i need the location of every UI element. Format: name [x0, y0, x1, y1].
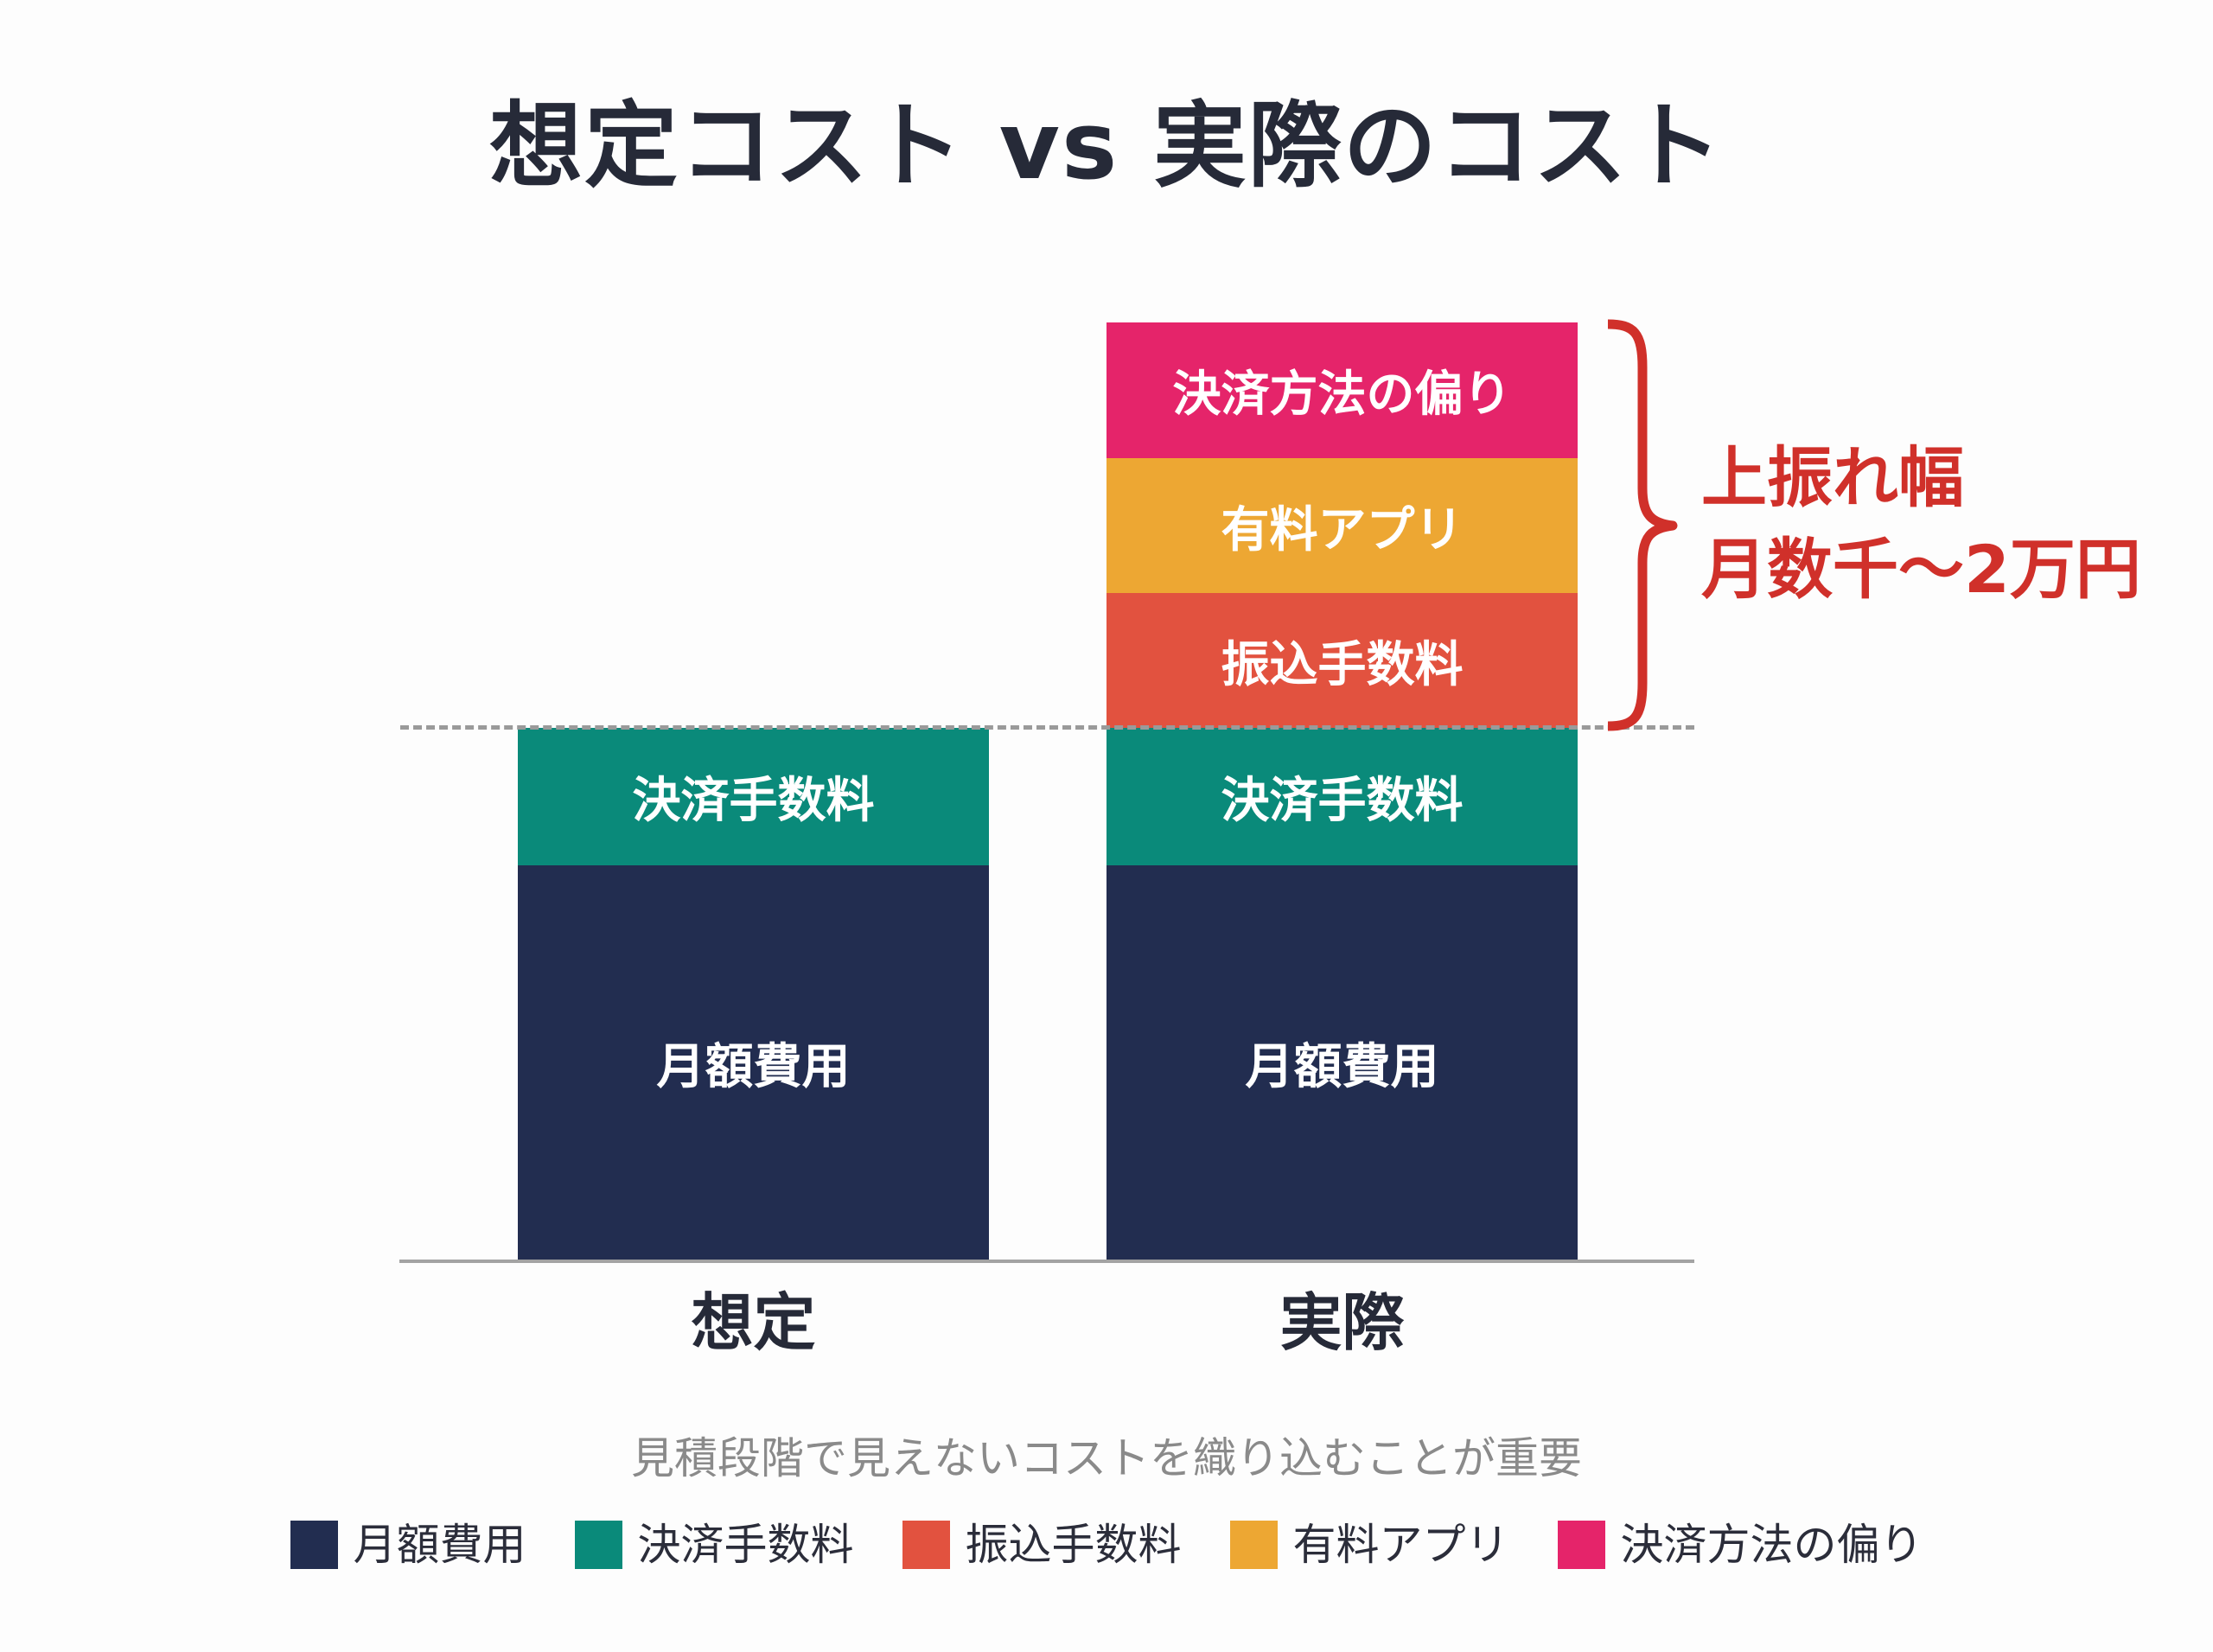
x-axis-label-actual: 実際: [1279, 1286, 1405, 1359]
curly-brace-icon: [1607, 319, 1678, 731]
legend: 月額費用 決済手数料 振込手数料 有料アプリ 決済方法の偏り: [0, 1518, 2213, 1572]
chart-subtitle: 見積段階で見えないコストを織り込むことが重要: [631, 1433, 1582, 1483]
x-axis-baseline: [399, 1260, 1694, 1263]
legend-item-payment-fee: 決済手数料: [574, 1518, 854, 1572]
chart-title: 想定コスト vs 実際のコスト: [489, 92, 1724, 201]
legend-swatch: [574, 1521, 622, 1569]
legend-swatch: [1229, 1521, 1278, 1569]
segment-label: 決済手数料: [632, 773, 875, 829]
annotation-line-1: 上振れ幅: [1701, 439, 1964, 516]
legend-item-monthly-fee: 月額費用: [290, 1518, 526, 1572]
legend-swatch: [1557, 1521, 1605, 1569]
overrun-annotation: 上振れ幅 月数千〜2万円: [1701, 432, 2141, 616]
segment-label: 有料アプリ: [1221, 501, 1464, 558]
legend-label: 有料アプリ: [1292, 1520, 1509, 1570]
segment-label: 振込手数料: [1221, 636, 1464, 693]
legend-item-transfer-fee: 振込手数料: [902, 1518, 1182, 1572]
legend-label: 月額費用: [353, 1520, 526, 1570]
segment-label: 月額費用: [656, 1038, 851, 1095]
legend-label: 決済手数料: [637, 1520, 854, 1570]
segment-monthly-fee: 月額費用: [1106, 865, 1578, 1260]
segment-payment-fee: 決済手数料: [518, 728, 989, 865]
reference-dashed-line: [400, 725, 1694, 730]
legend-label: 振込手数料: [965, 1520, 1182, 1570]
annotation-line-2: 月数千〜2万円: [1701, 531, 2141, 608]
legend-swatch: [902, 1521, 950, 1569]
segment-label: 決済方法の偏り: [1172, 367, 1512, 423]
bar-actual: 決済方法の偏り 有料アプリ 振込手数料 決済手数料 月額費用: [1106, 322, 1578, 1260]
legend-swatch: [290, 1521, 338, 1569]
legend-item-payment-method-bias: 決済方法の偏り: [1557, 1518, 1923, 1572]
legend-label: 決済方法の偏り: [1620, 1520, 1923, 1570]
bar-expected: 決済手数料 月額費用: [518, 728, 989, 1260]
segment-payment-fee: 決済手数料: [1106, 728, 1578, 865]
segment-paid-apps: 有料アプリ: [1106, 458, 1578, 593]
x-axis-label-expected: 想定: [691, 1286, 816, 1359]
segment-label: 決済手数料: [1221, 773, 1464, 829]
segment-payment-method-bias: 決済方法の偏り: [1106, 322, 1578, 458]
segment-transfer-fee: 振込手数料: [1106, 593, 1578, 728]
segment-monthly-fee: 月額費用: [518, 865, 989, 1260]
segment-label: 月額費用: [1245, 1038, 1439, 1095]
legend-item-paid-apps: 有料アプリ: [1229, 1518, 1509, 1572]
